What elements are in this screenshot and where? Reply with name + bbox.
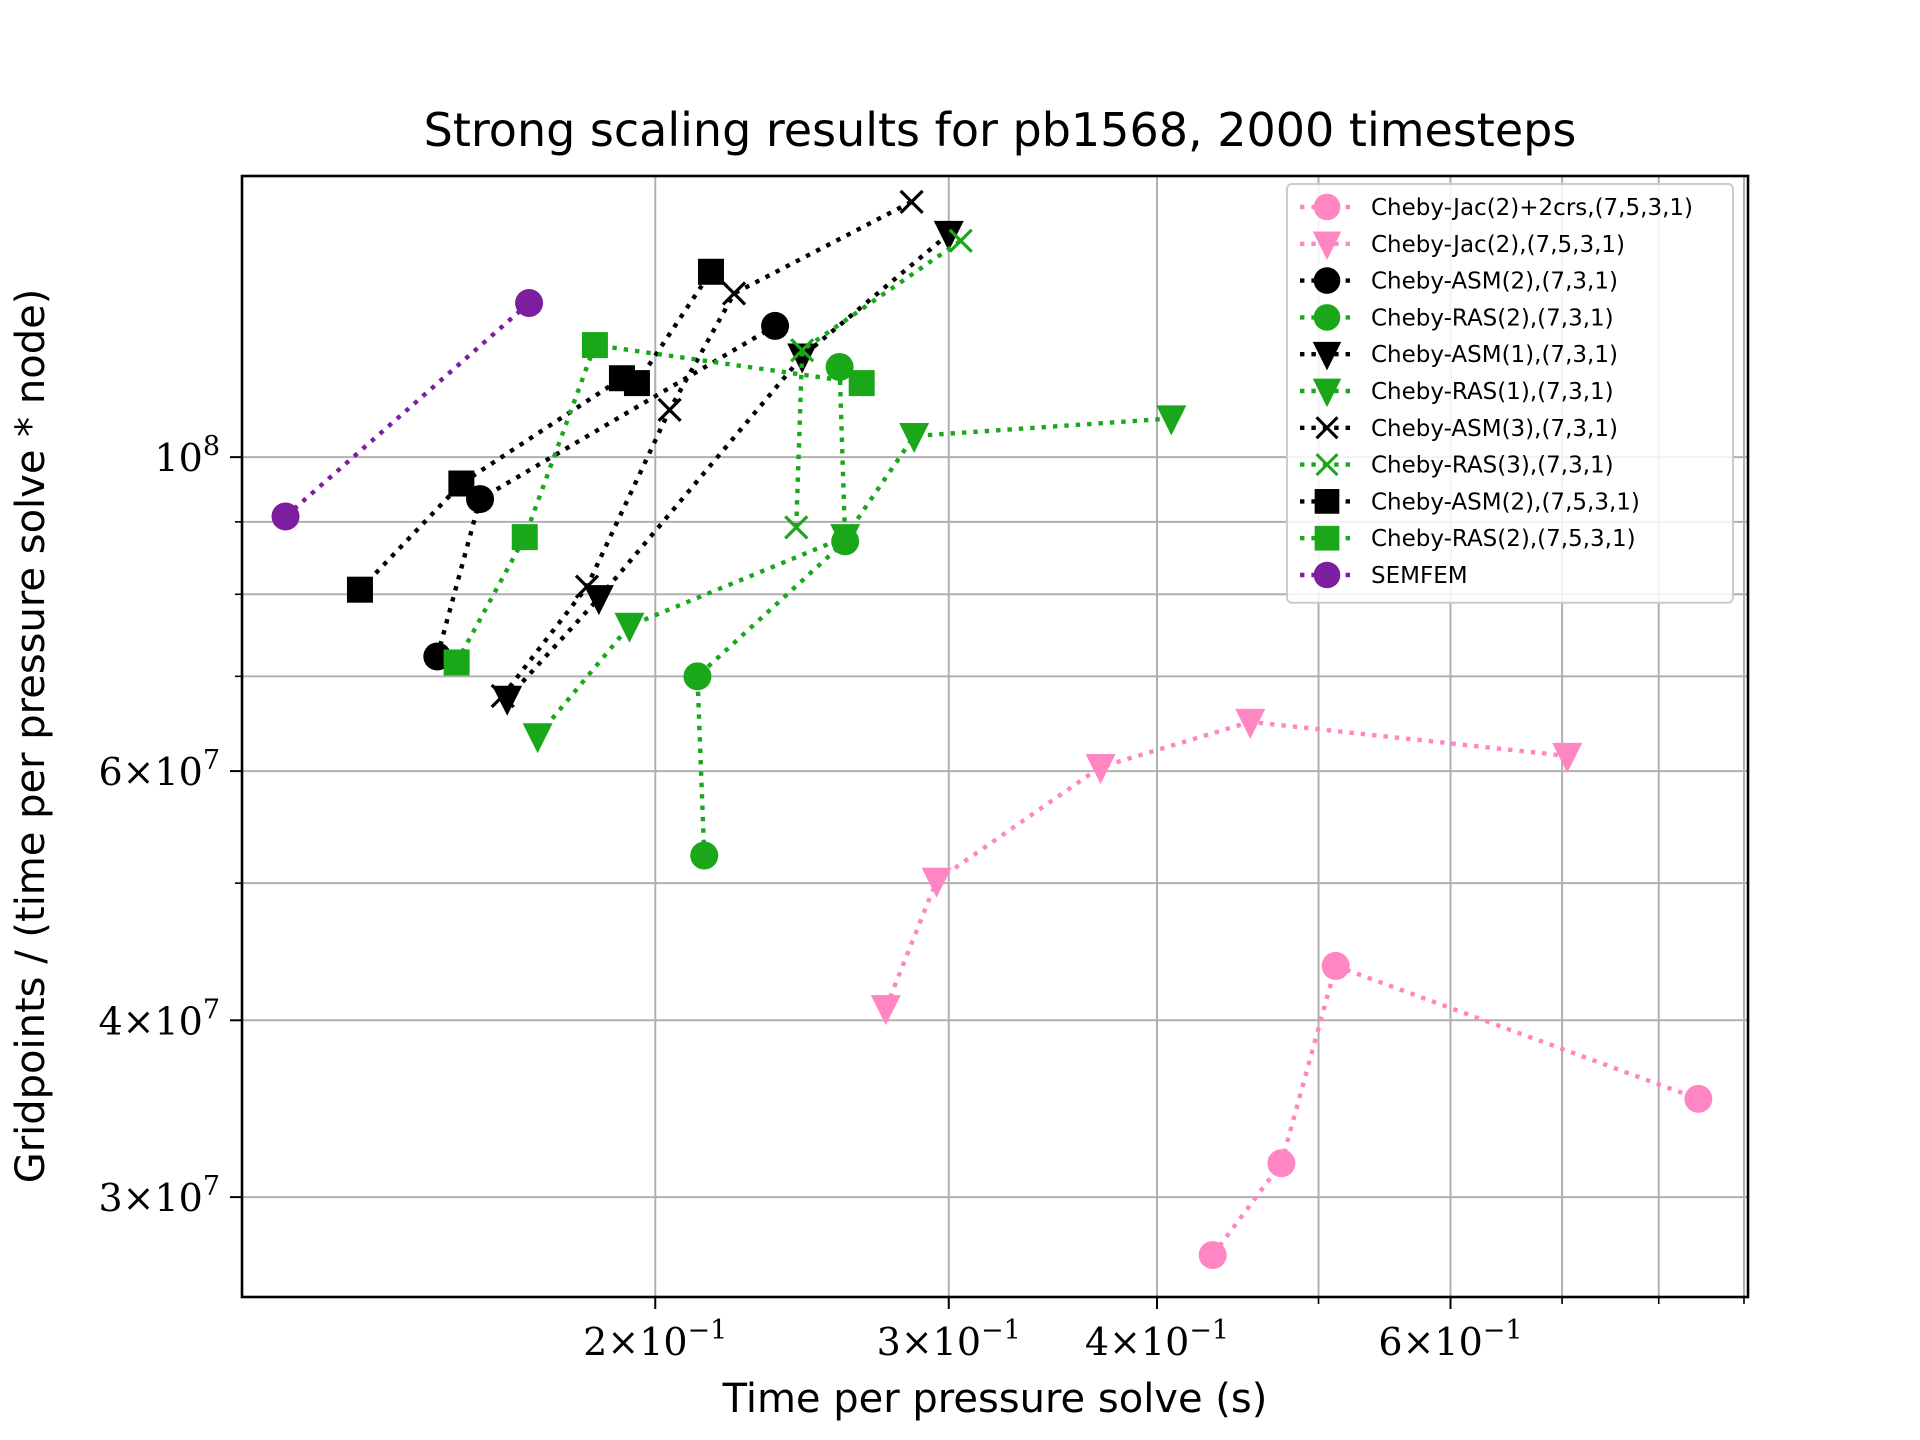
data-point	[790, 338, 815, 363]
legend-marker	[1315, 453, 1339, 477]
series-1	[870, 708, 1583, 1026]
series-0	[1198, 951, 1713, 1270]
legend-marker	[1314, 489, 1340, 514]
legend-box	[1286, 183, 1734, 604]
data-point	[623, 370, 650, 397]
legend-label: Cheby-Jac(2)+2crs,(7,5,3,1)	[1371, 195, 1693, 221]
data-point	[1235, 708, 1266, 739]
legend-label: SEMFEM	[1371, 563, 1468, 589]
data-point	[697, 258, 724, 285]
legend-label: Cheby-ASM(2),(7,5,3,1)	[1371, 489, 1640, 515]
data-point	[443, 649, 470, 676]
data-point	[784, 515, 809, 540]
legend-label: Cheby-RAS(3),(7,3,1)	[1371, 453, 1614, 479]
plot-frame	[240, 174, 1750, 1299]
x-tick-label: 3×10−1	[877, 1315, 1021, 1364]
data-point	[787, 343, 818, 374]
legend-marker	[1313, 193, 1341, 221]
series-8	[346, 258, 724, 603]
legend-label: Cheby-ASM(2),(7,3,1)	[1371, 269, 1618, 295]
legend-marker	[1314, 525, 1340, 551]
legend: Cheby-Jac(2)+2crs,(7,5,3,1) Cheby-Jac(2),…	[1286, 183, 1734, 604]
series-6	[490, 189, 924, 709]
legend-marker	[1313, 561, 1341, 589]
legend-marker	[1312, 341, 1342, 371]
series-10	[271, 289, 544, 531]
data-point	[490, 683, 515, 709]
data-point	[761, 311, 790, 340]
series-line	[794, 238, 962, 528]
grid	[242, 176, 1748, 1297]
plot-series	[271, 189, 1713, 1270]
legend-label: Cheby-RAS(1),(7,3,1)	[1371, 379, 1614, 405]
data-point	[581, 332, 608, 359]
legend-marker	[1312, 231, 1342, 260]
data-point	[1267, 1149, 1296, 1178]
series-line	[358, 270, 713, 592]
y-tick-label: 108	[154, 431, 220, 480]
data-point	[448, 470, 475, 497]
data-point	[721, 281, 747, 306]
y-tick-label: 6×107	[98, 745, 220, 794]
data-point	[574, 574, 600, 599]
series-line	[1210, 963, 1700, 1257]
legend-label: Cheby-RAS(2),(7,5,3,1)	[1371, 526, 1636, 552]
legend-marker	[1313, 267, 1341, 294]
legend-label: Cheby-ASM(1),(7,3,1)	[1371, 342, 1618, 368]
data-point	[1156, 405, 1187, 436]
y-axis-label: Gridpoints / (time per pressure solve * …	[8, 289, 54, 1184]
data-point	[1198, 1241, 1227, 1270]
data-point	[1552, 742, 1583, 773]
series-9	[443, 332, 875, 676]
data-point	[848, 370, 875, 397]
data-point	[948, 228, 973, 253]
data-point	[522, 723, 553, 754]
legend-marker	[1315, 416, 1339, 440]
x-tick-label: 4×10−1	[1085, 1315, 1229, 1364]
legend-marker	[1312, 378, 1342, 408]
series-line	[284, 301, 531, 519]
data-point	[1321, 951, 1350, 980]
data-point	[657, 397, 682, 422]
x-axis-label: Time per pressure solve (s)	[722, 1376, 1268, 1422]
series-line	[883, 719, 1568, 1009]
chart-title: Strong scaling results for pb1568, 2000 …	[424, 103, 1577, 157]
series-line	[505, 232, 951, 701]
legend-label: Cheby-Jac(2),(7,5,3,1)	[1371, 232, 1625, 258]
data-point	[614, 612, 645, 643]
y-tick-label: 3×107	[98, 1171, 220, 1220]
data-point	[921, 867, 952, 898]
series-line	[454, 342, 863, 664]
data-point	[899, 189, 924, 214]
data-point	[1684, 1084, 1713, 1113]
series-7	[784, 228, 973, 540]
data-point	[830, 524, 861, 555]
data-point	[1085, 754, 1116, 785]
legend-label: Cheby-ASM(3),(7,3,1)	[1371, 416, 1618, 442]
x-tick-label: 2×10−1	[583, 1315, 727, 1364]
x-tick-label: 6×10−1	[1378, 1315, 1522, 1364]
data-point	[870, 995, 901, 1026]
ticks: 2×10−1 3×10−1 4×10−1 6×10−1 3×107 4×107 6×107 1…	[98, 431, 1745, 1364]
data-point	[933, 220, 964, 251]
data-point	[690, 841, 719, 870]
data-point	[271, 502, 300, 531]
data-point	[511, 524, 538, 551]
data-point	[825, 352, 854, 381]
series-5	[522, 405, 1187, 754]
y-tick-label: 4×107	[98, 994, 220, 1043]
data-point	[683, 662, 712, 691]
legend-marker	[1313, 304, 1341, 331]
data-point	[515, 289, 544, 318]
data-point	[899, 422, 930, 453]
data-point	[346, 576, 373, 603]
legend-label: Cheby-RAS(2),(7,3,1)	[1371, 305, 1614, 331]
